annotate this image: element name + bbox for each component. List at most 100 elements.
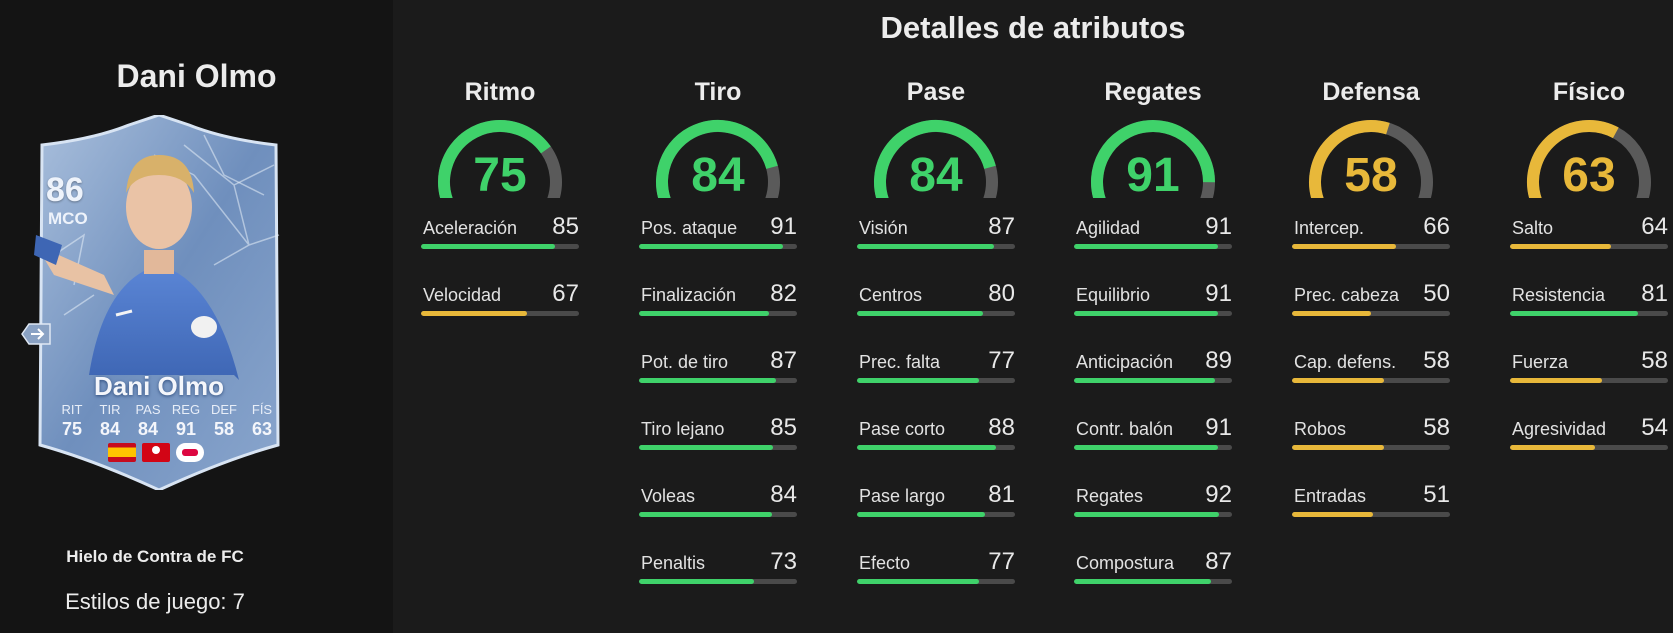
stat-bar bbox=[421, 244, 579, 249]
stat-name: Prec. cabeza bbox=[1294, 285, 1400, 305]
stat-value: 91 bbox=[1205, 280, 1232, 307]
stat-bar bbox=[1074, 579, 1232, 584]
card-player-name: Dani Olmo bbox=[93, 371, 224, 401]
stat-bar-fill bbox=[1510, 244, 1612, 249]
card-stat-value: 63 bbox=[251, 419, 273, 439]
stat-bar bbox=[1510, 244, 1668, 249]
stat-name: Equilibrio bbox=[1076, 285, 1151, 305]
stat-value: 58 bbox=[1423, 347, 1450, 374]
category-rating: 91 bbox=[1126, 149, 1180, 202]
category-rating: 75 bbox=[473, 149, 527, 202]
stat-row: Pase corto 88 bbox=[857, 411, 1015, 478]
stat-name: Contr. balón bbox=[1076, 419, 1174, 439]
stat-bar bbox=[1510, 311, 1668, 316]
stat-value: 66 bbox=[1423, 213, 1450, 240]
stat-bar-fill bbox=[639, 445, 774, 450]
stat-bar-fill bbox=[1510, 445, 1596, 450]
category-title: Físico bbox=[1552, 78, 1626, 106]
stat-name: Anticipación bbox=[1076, 352, 1174, 372]
stat-name: Centros bbox=[859, 285, 923, 305]
stat-name: Voleas bbox=[641, 486, 696, 506]
stat-bar-fill bbox=[1074, 445, 1218, 450]
stat-row: Efecto 77 bbox=[857, 545, 1015, 612]
card-version: Hielo de Contra de FC bbox=[66, 547, 244, 566]
stat-list: Agilidad 91 Equilibrio 91 Anticipación 89 Cont… bbox=[1074, 210, 1232, 612]
stat-bar bbox=[639, 445, 797, 450]
stat-name: Robos bbox=[1294, 419, 1347, 439]
stat-value: 77 bbox=[988, 347, 1015, 374]
gauge-fill bbox=[873, 119, 996, 198]
stat-name: Compostura bbox=[1076, 553, 1175, 573]
stat-name: Velocidad bbox=[423, 285, 502, 305]
card-rating: 86 bbox=[46, 171, 84, 209]
stat-value: 88 bbox=[988, 414, 1015, 441]
stat-name: Pot. de tiro bbox=[641, 352, 729, 372]
stat-row: Prec. falta 77 bbox=[857, 344, 1015, 411]
stat-row: Entradas 51 bbox=[1292, 478, 1450, 545]
stat-name: Pase largo bbox=[859, 486, 946, 506]
stat-value: 64 bbox=[1641, 213, 1668, 240]
arrow-right-icon bbox=[21, 323, 51, 345]
card-stat: RIT 75 bbox=[54, 402, 90, 440]
stat-bar bbox=[1292, 512, 1450, 517]
card-stat-value: 75 bbox=[61, 419, 83, 439]
attribute-column-físico: Físico 63 Salto 64 Resistencia 81 Fuerza 58 Agre… bbox=[1510, 78, 1668, 478]
stat-name: Fuerza bbox=[1512, 352, 1569, 372]
player-card[interactable]: 86 MCO Dani Olmo RIT 75 TIR 84 PAS 84 REG 91… bbox=[34, 115, 284, 490]
card-stat-label: REG bbox=[171, 402, 201, 417]
stat-value: 67 bbox=[552, 280, 579, 307]
stat-value: 80 bbox=[988, 280, 1015, 307]
stat-name: Salto bbox=[1512, 218, 1554, 238]
card-position: MCO bbox=[48, 209, 88, 228]
card-stat-value: 84 bbox=[137, 419, 159, 439]
stat-row: Resistencia 81 bbox=[1510, 277, 1668, 344]
stat-value: 81 bbox=[988, 481, 1015, 508]
stat-bar-fill bbox=[1074, 244, 1218, 249]
stat-bar-fill bbox=[1292, 311, 1371, 316]
stat-name: Intercep. bbox=[1294, 218, 1365, 238]
category-gauge: 58 bbox=[1306, 116, 1436, 202]
stat-bar-fill bbox=[1292, 244, 1397, 249]
stat-bar bbox=[1292, 378, 1450, 383]
stat-bar bbox=[1292, 311, 1450, 316]
gauge-fill bbox=[1091, 120, 1216, 198]
stat-row: Equilibrio 91 bbox=[1074, 277, 1232, 344]
stat-bar-fill bbox=[1074, 512, 1220, 517]
stat-name: Visión bbox=[859, 218, 908, 238]
player-panel: Dani Olmo bbox=[0, 0, 393, 633]
stat-name: Aceleración bbox=[423, 218, 518, 238]
category-rating: 84 bbox=[909, 149, 963, 202]
stat-bar bbox=[1510, 378, 1668, 383]
stat-row: Centros 80 bbox=[857, 277, 1015, 344]
attribute-column-ritmo: Ritmo 75 Aceleración 85 Velocidad 67 bbox=[421, 78, 579, 344]
stat-value: 82 bbox=[770, 280, 797, 307]
stat-row: Velocidad 67 bbox=[421, 277, 579, 344]
stat-bar bbox=[421, 311, 579, 316]
stat-bar bbox=[1292, 244, 1450, 249]
stat-list: Intercep. 66 Prec. cabeza 50 Cap. defens. 58 R… bbox=[1292, 210, 1450, 545]
stat-bar bbox=[857, 579, 1015, 584]
stat-bar-fill bbox=[639, 311, 769, 316]
stat-bar bbox=[1074, 512, 1232, 517]
stat-row: Voleas 84 bbox=[639, 478, 797, 545]
stat-value: 77 bbox=[988, 548, 1015, 575]
attribute-column-pase: Pase 84 Visión 87 Centros 80 Prec. falta 77 Pase… bbox=[857, 78, 1015, 612]
stat-row: Compostura 87 bbox=[1074, 545, 1232, 612]
stat-value: 92 bbox=[1205, 481, 1232, 508]
card-stat-label: DEF bbox=[211, 402, 237, 417]
card-stat-label: FÍS bbox=[251, 402, 273, 417]
card-badges bbox=[108, 443, 204, 462]
stat-row: Agilidad 91 bbox=[1074, 210, 1232, 277]
card-stat-label: TIR bbox=[99, 402, 121, 417]
stat-value: 73 bbox=[770, 548, 797, 575]
stat-bar bbox=[639, 512, 797, 517]
stat-bar bbox=[1292, 445, 1450, 450]
stat-row: Penaltis 73 bbox=[639, 545, 797, 612]
stat-bar-fill bbox=[639, 512, 772, 517]
gauge-fill bbox=[1527, 120, 1619, 198]
stat-bar-fill bbox=[1292, 378, 1384, 383]
stat-row: Prec. cabeza 50 bbox=[1292, 277, 1450, 344]
card-stat: REG 91 bbox=[168, 402, 204, 440]
card-stat: FÍS 63 bbox=[244, 402, 280, 440]
stat-bar bbox=[1074, 244, 1232, 249]
